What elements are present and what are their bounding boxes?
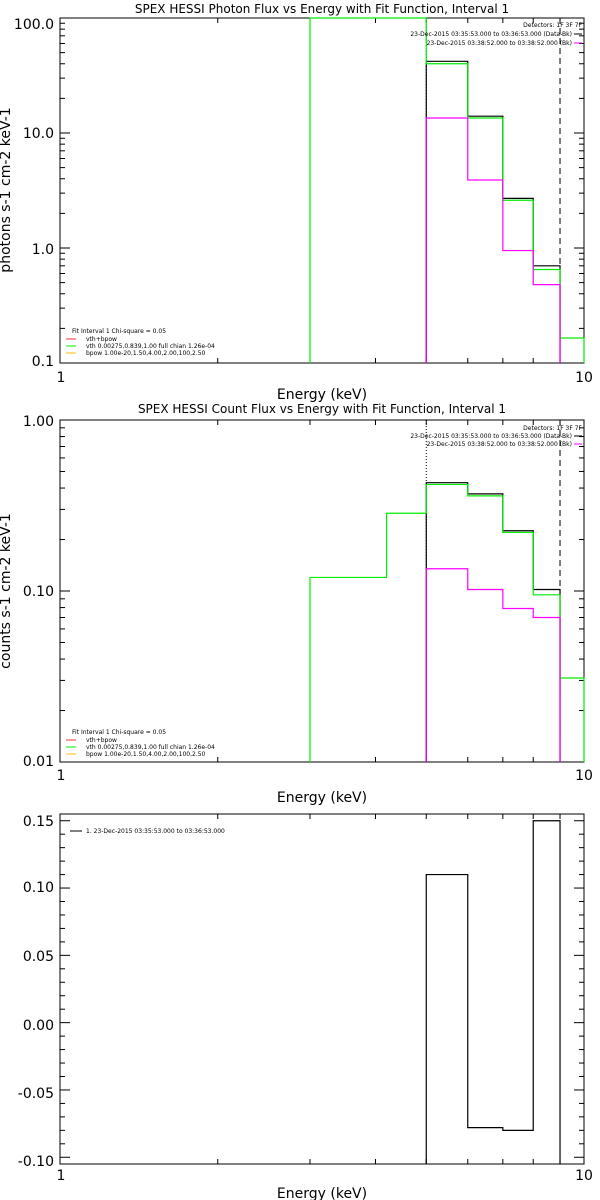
residual-xtick-10: 10 [575, 1168, 593, 1184]
photon-legend-item-2: vth 0.00275,0.839,1.00 full chian 1.26e-… [86, 343, 215, 350]
residual-series-1-23-dec-2015-03-35-53-000-to-03-36-53-000 [425, 820, 561, 1164]
photon-detectors-label: Detectors: 1F 3F 7F [523, 22, 582, 29]
count-xtick-1: 1 [57, 768, 66, 784]
photon-ytick-100: 100.0 [14, 17, 54, 33]
count-time-bk: 23-Dec-2015 03:38:52.000 to 03:38:52.000… [427, 441, 572, 448]
count-ytick-1.00: 1.00 [23, 414, 54, 430]
residual-ytick-neg0.05: -0.05 [18, 1086, 54, 1102]
count-chart-title: SPEX HESSI Count Flux vs Energy with Fit… [138, 402, 506, 416]
residual-x-axis-label: Energy (keV) [277, 1186, 367, 1200]
count-series-bk [425, 568, 561, 762]
count-ytick-0.01: 0.01 [23, 754, 54, 770]
count-plot-frame [59, 419, 585, 763]
photon-plot-frame [59, 17, 585, 364]
photon-time-bk: 23-Dec-2015 03:38:52.000 to 03:38:52.000… [427, 40, 572, 47]
photon-legend-item-3: bpow 1.00e-20,1.50,4.00,2.00,100,2.50 [86, 350, 206, 357]
photon-chart-title: SPEX HESSI Photon Flux vs Energy with Fi… [135, 2, 509, 16]
photon-series-vth-bpow [425, 60, 561, 363]
count-time-data: 23-Dec-2015 03:35:53.000 to 03:36:53.000… [410, 433, 572, 440]
photon-xtick-10: 10 [575, 370, 593, 386]
photon-ytick-10: 10.0 [23, 126, 54, 142]
photon-axis-ticks [60, 17, 584, 364]
residual-ytick-0.10: 0.10 [23, 880, 54, 896]
photon-series-vth [309, 17, 585, 363]
count-axis-ticks [60, 419, 584, 763]
photon-xtick-1: 1 [57, 370, 66, 386]
residual-plot-frame [59, 813, 585, 1165]
residual-axis-ticks [60, 814, 584, 1164]
photon-ytick-1: 1.0 [32, 242, 54, 258]
residual-panel: 0.15 0.10 0.05 0.00 -0.05 -0.10 1 10 Ene… [18, 813, 593, 1200]
count-legend-item-2: vth 0.00275,0.839,1.00 full chian 1.26e-… [86, 744, 215, 751]
count-y-axis-label: counts s-1 cm-2 keV-1 [0, 513, 14, 669]
photon-legend-item-1: vth+bpow [86, 336, 117, 343]
photon-time-data: 23-Dec-2015 03:35:53.000 to 03:36:53.000… [410, 31, 572, 38]
count-fit-label: Fit Interval 1 Chi-square = 0.05 [72, 729, 166, 736]
count-series [309, 420, 585, 762]
photon-ytick-0.1: 0.1 [32, 354, 54, 370]
count-series-vth-bpow [425, 482, 561, 762]
count-legend-item-3: bpow 1.00e-20,1.50,4.00,2.00,100,2.50 [86, 751, 206, 758]
residual-ytick-0.15: 0.15 [23, 814, 54, 830]
count-ytick-0.10: 0.10 [23, 584, 54, 600]
photon-y-axis-label: photons s-1 cm-2 keV-1 [0, 107, 14, 272]
photon-series [309, 17, 585, 363]
count-xtick-10: 10 [575, 768, 593, 784]
photon-x-axis-label: Energy (keV) [277, 387, 367, 403]
count-x-axis-label: Energy (keV) [277, 790, 367, 806]
residual-series [425, 820, 561, 1164]
photon-flux-panel: SPEX HESSI Photon Flux vs Energy with Fi… [0, 2, 593, 403]
count-detectors-label: Detectors: 1F 3F 7F [523, 425, 582, 432]
residual-ytick-neg0.10: -0.10 [18, 1154, 54, 1170]
residual-legend-label: 1. 23-Dec-2015 03:35:53.000 to 03:36:53.… [86, 828, 225, 835]
count-series-vth [309, 483, 585, 762]
residual-xtick-1: 1 [57, 1168, 66, 1184]
residual-ytick-0.05: 0.05 [23, 949, 54, 965]
photon-fit-label: Fit Interval 1 Chi-square = 0.05 [72, 328, 166, 335]
count-legend-item-1: vth+bpow [86, 737, 117, 744]
photon-series-bk [425, 117, 561, 363]
count-flux-panel: SPEX HESSI Count Flux vs Energy with Fit… [0, 402, 593, 806]
residual-ytick-0.00: 0.00 [23, 1018, 54, 1034]
